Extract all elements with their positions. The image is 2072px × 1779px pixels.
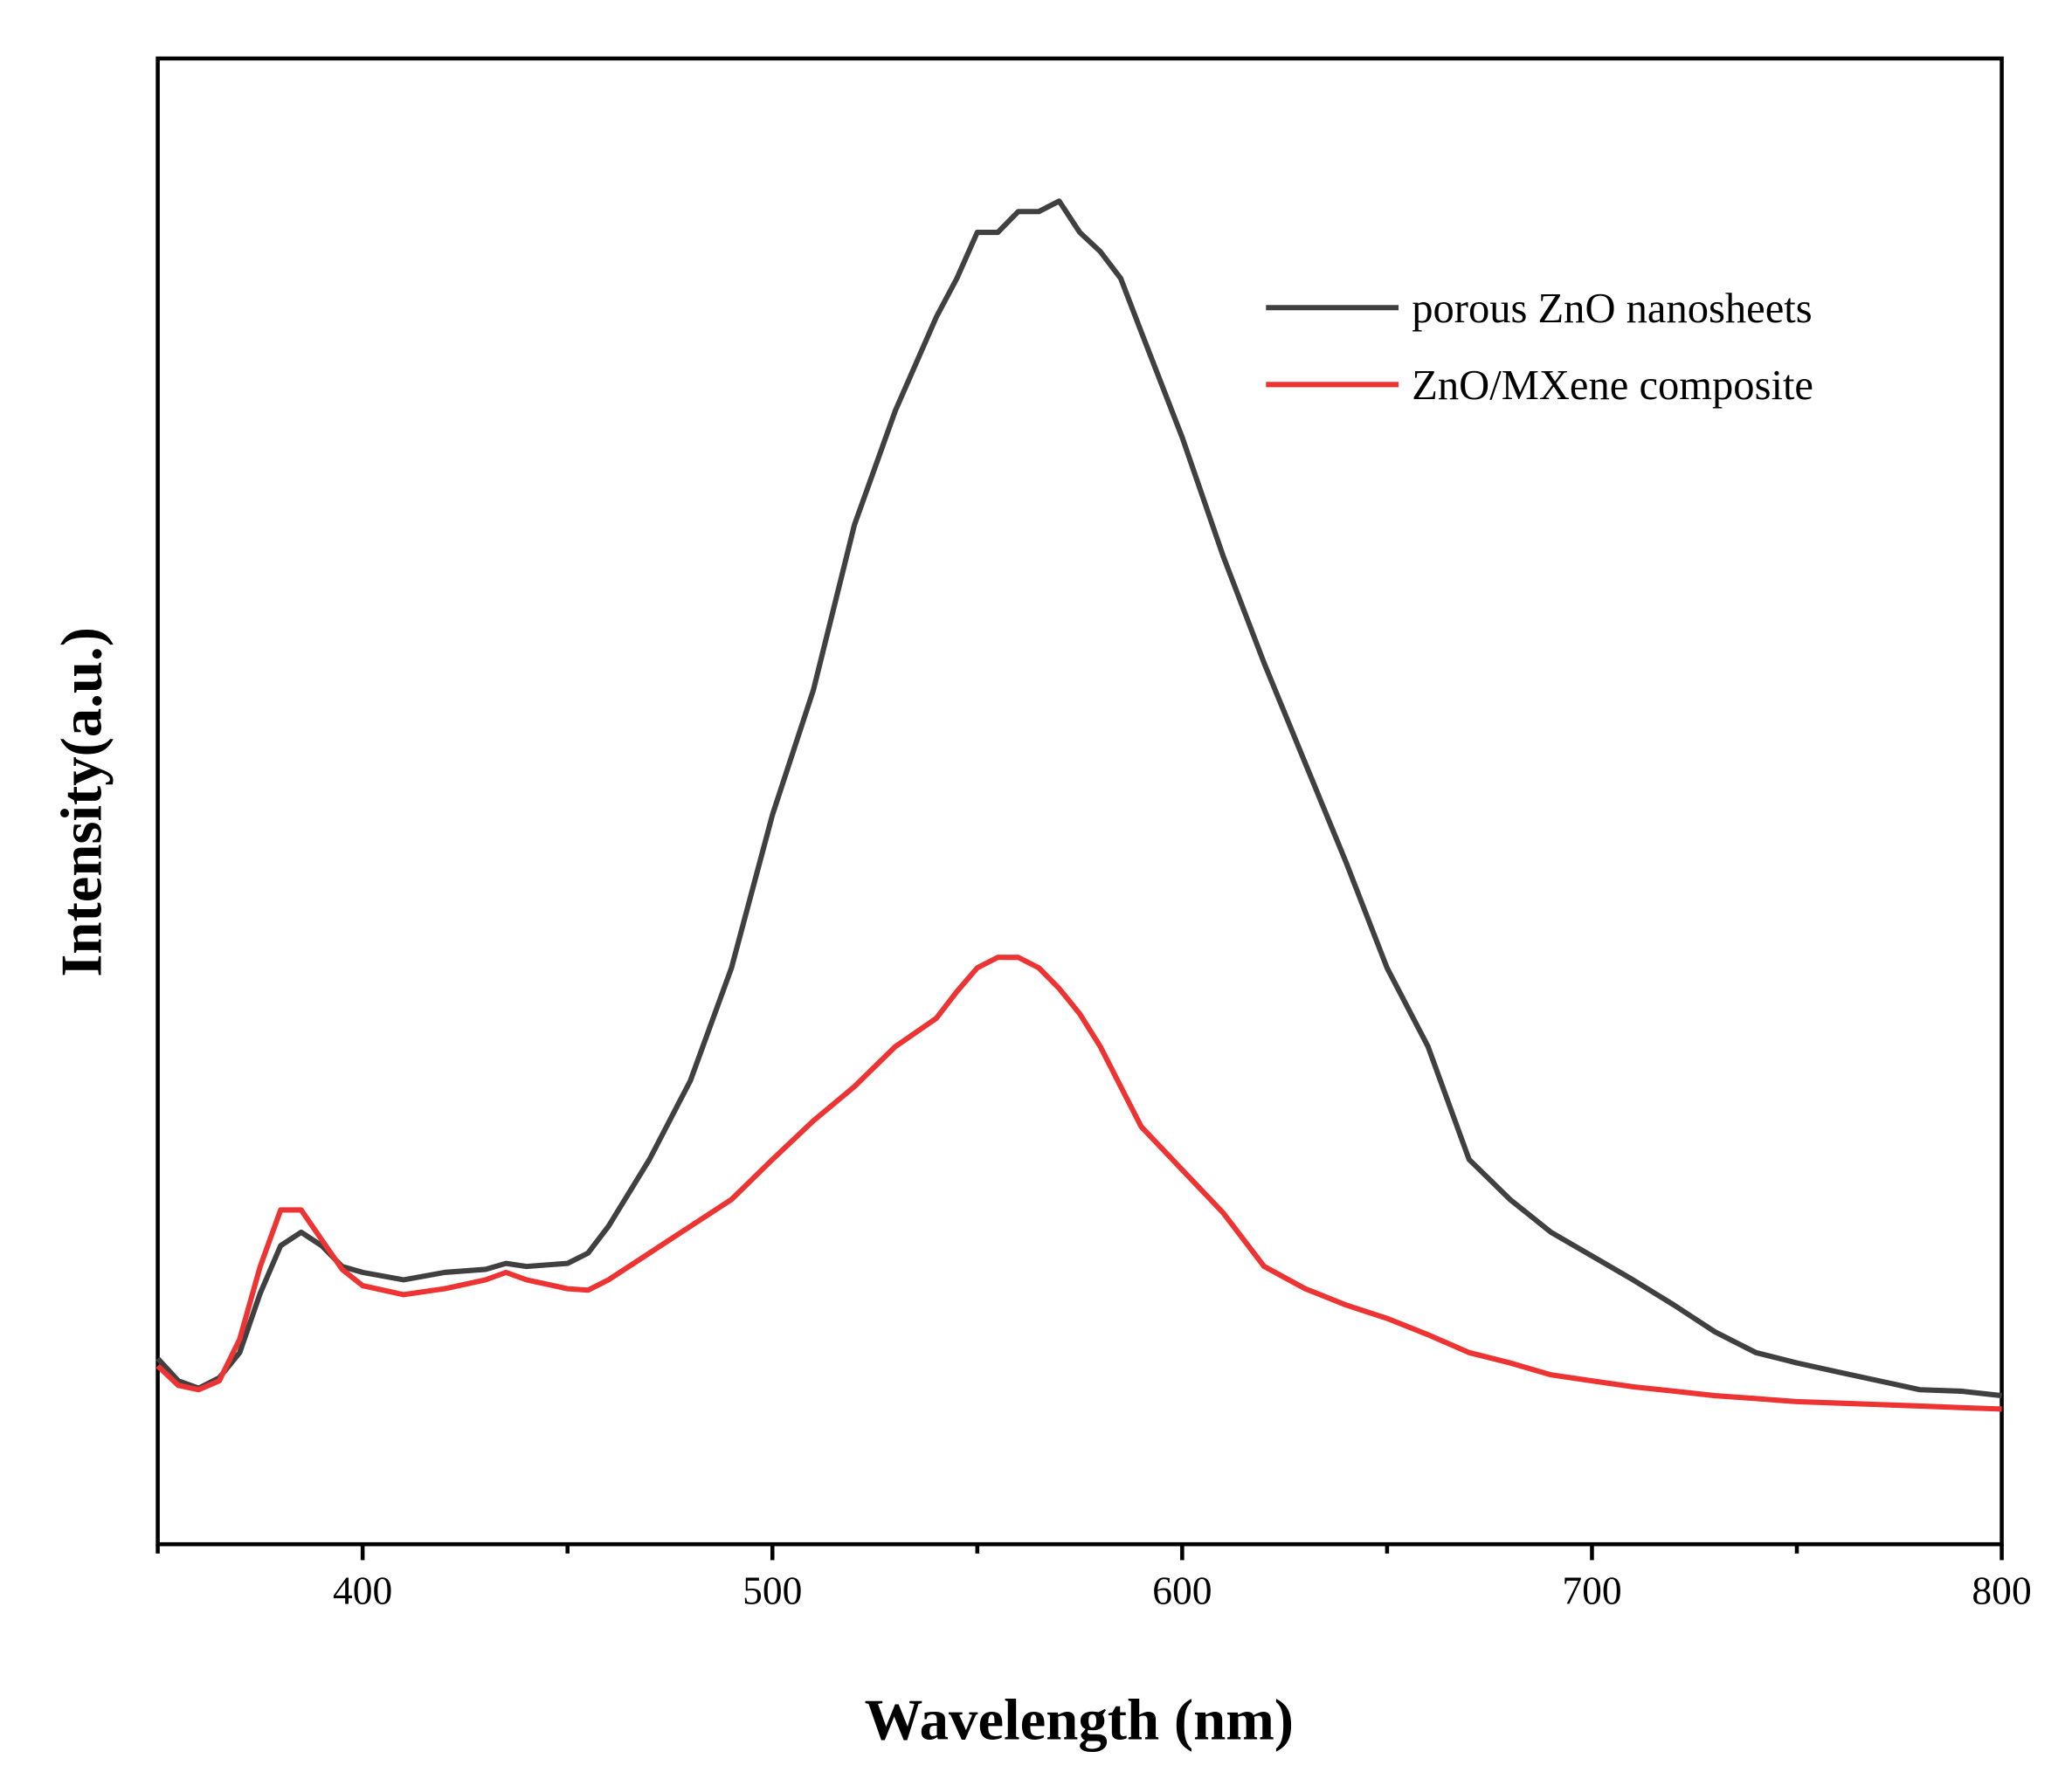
plot-frame (155, 56, 2004, 1547)
x-tick-label: 500 (742, 1568, 802, 1612)
x-tick-label: 600 (1152, 1568, 1212, 1612)
data-line (155, 955, 2002, 1412)
data-line (155, 198, 2002, 1399)
x-tick-label: 400 (333, 1568, 392, 1612)
x-axis-title: Wavelength (nm) (865, 1688, 1294, 1752)
y-axis-title: Intensity(a.u.) (50, 627, 114, 977)
x-tick-label: 800 (1972, 1568, 2031, 1612)
legend-label: porous ZnO nanosheets (1412, 285, 1812, 332)
x-tick-label: 700 (1562, 1568, 1621, 1612)
legend-label: ZnO/MXene composite (1412, 362, 1813, 409)
